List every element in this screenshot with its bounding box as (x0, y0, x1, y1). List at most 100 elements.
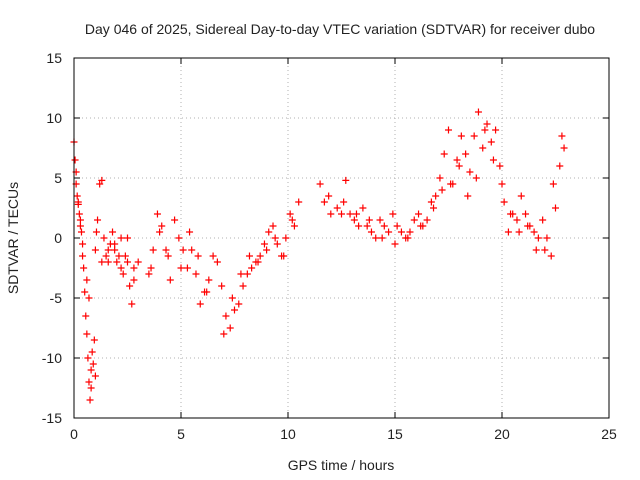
data-point (128, 300, 136, 308)
data-point (98, 176, 106, 184)
data-point (539, 216, 547, 224)
data-point (385, 228, 393, 236)
x-axis-label: GPS time / hours (288, 457, 395, 473)
data-point (124, 258, 131, 266)
data-point (492, 126, 500, 134)
data-point (126, 282, 134, 290)
data-point (263, 246, 271, 254)
data-point (290, 222, 298, 230)
data-point (92, 228, 100, 236)
data-point (483, 120, 491, 128)
data-point (479, 144, 487, 152)
data-point (179, 246, 187, 254)
data-point (404, 234, 412, 242)
data-point (440, 150, 448, 158)
y-tick-label: -15 (42, 410, 62, 426)
data-point (254, 258, 262, 266)
data-point (489, 156, 497, 164)
data-point (338, 210, 345, 218)
data-point (515, 228, 523, 236)
data-point (474, 108, 482, 116)
data-point (342, 176, 350, 184)
x-tick-label: 15 (387, 426, 403, 442)
data-point (453, 156, 461, 164)
data-point (186, 228, 194, 236)
data-point (530, 228, 538, 236)
data-point (466, 168, 474, 176)
data-point (134, 258, 142, 266)
data-point (100, 234, 108, 242)
data-point (430, 204, 438, 212)
data-point (355, 222, 363, 230)
y-tick-label: 10 (46, 110, 62, 126)
data-point (376, 216, 384, 224)
data-point (472, 174, 480, 182)
data-point (524, 222, 532, 230)
data-point (325, 192, 333, 200)
data-point (117, 264, 125, 272)
x-tick-label: 20 (494, 426, 510, 442)
data-point (231, 306, 238, 314)
data-point (423, 216, 431, 224)
data-point (86, 396, 94, 404)
data-point (447, 180, 455, 188)
data-point (102, 252, 110, 260)
data-point (237, 270, 245, 278)
data-point (417, 222, 425, 230)
x-tick-label: 0 (70, 426, 78, 442)
data-point (487, 138, 495, 146)
data-point (130, 276, 138, 284)
x-tick-label: 5 (177, 426, 185, 442)
data-point (389, 210, 397, 218)
y-tick-label: -5 (50, 290, 63, 306)
data-point (513, 216, 521, 224)
gridlines (74, 58, 609, 418)
data-point (464, 192, 472, 200)
data-point (162, 246, 170, 254)
data-point (372, 234, 380, 242)
data-point (438, 186, 446, 194)
data-point (149, 246, 157, 254)
data-point (74, 198, 82, 206)
data-point (504, 228, 512, 236)
data-point (541, 246, 549, 254)
data-point (547, 252, 555, 260)
data-point (288, 216, 296, 224)
data-point (365, 216, 373, 224)
data-point (171, 216, 179, 224)
data-point (75, 210, 83, 218)
data-point (175, 234, 183, 242)
data-point (239, 282, 247, 290)
data-point (363, 222, 371, 230)
data-point (560, 144, 568, 152)
data-point (359, 204, 367, 212)
data-point (145, 270, 153, 278)
data-point (391, 240, 399, 248)
data-point (166, 276, 174, 284)
data-point (104, 246, 112, 254)
data-point (333, 204, 341, 212)
data-point (350, 216, 358, 224)
data-point (83, 276, 91, 284)
data-point (81, 288, 89, 296)
data-point (260, 240, 268, 248)
y-axis-label: SDTVAR / TECUs (5, 182, 21, 294)
data-point (85, 294, 93, 302)
data-point (222, 312, 230, 320)
data-point (269, 222, 277, 230)
data-point (235, 300, 243, 308)
data-point (340, 198, 348, 206)
data-point (194, 252, 202, 260)
data-point (316, 180, 324, 188)
data-point (256, 252, 264, 260)
data-point (228, 294, 236, 302)
data-point (556, 162, 564, 170)
data-point (183, 264, 191, 272)
data-point (73, 192, 81, 200)
data-point (226, 324, 234, 332)
data-point (76, 216, 84, 224)
data-point (470, 132, 478, 140)
data-point (346, 210, 354, 218)
data-point (177, 264, 185, 272)
